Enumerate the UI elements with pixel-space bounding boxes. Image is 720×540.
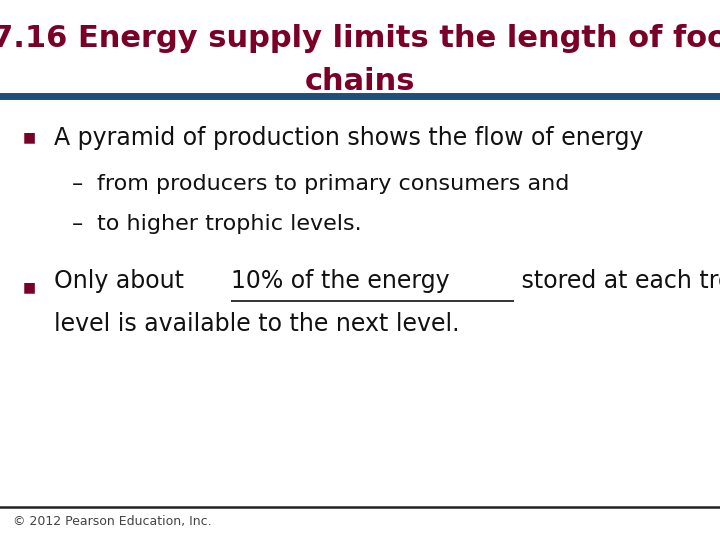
Text: –: – <box>72 214 84 234</box>
Text: chains: chains <box>305 68 415 97</box>
Text: Only about: Only about <box>54 269 192 293</box>
Text: © 2012 Pearson Education, Inc.: © 2012 Pearson Education, Inc. <box>13 515 212 528</box>
Text: ■: ■ <box>23 280 36 294</box>
Text: 10% of the energy: 10% of the energy <box>231 269 450 293</box>
Text: to higher trophic levels.: to higher trophic levels. <box>97 214 362 234</box>
Text: ■: ■ <box>23 131 36 145</box>
Text: –: – <box>72 173 84 194</box>
Text: stored at each trophic: stored at each trophic <box>513 269 720 293</box>
Text: 37.16 Energy supply limits the length of food: 37.16 Energy supply limits the length of… <box>0 24 720 53</box>
Text: level is available to the next level.: level is available to the next level. <box>54 312 459 336</box>
Text: A pyramid of production shows the flow of energy: A pyramid of production shows the flow o… <box>54 126 644 150</box>
Text: from producers to primary consumers and: from producers to primary consumers and <box>97 173 570 194</box>
